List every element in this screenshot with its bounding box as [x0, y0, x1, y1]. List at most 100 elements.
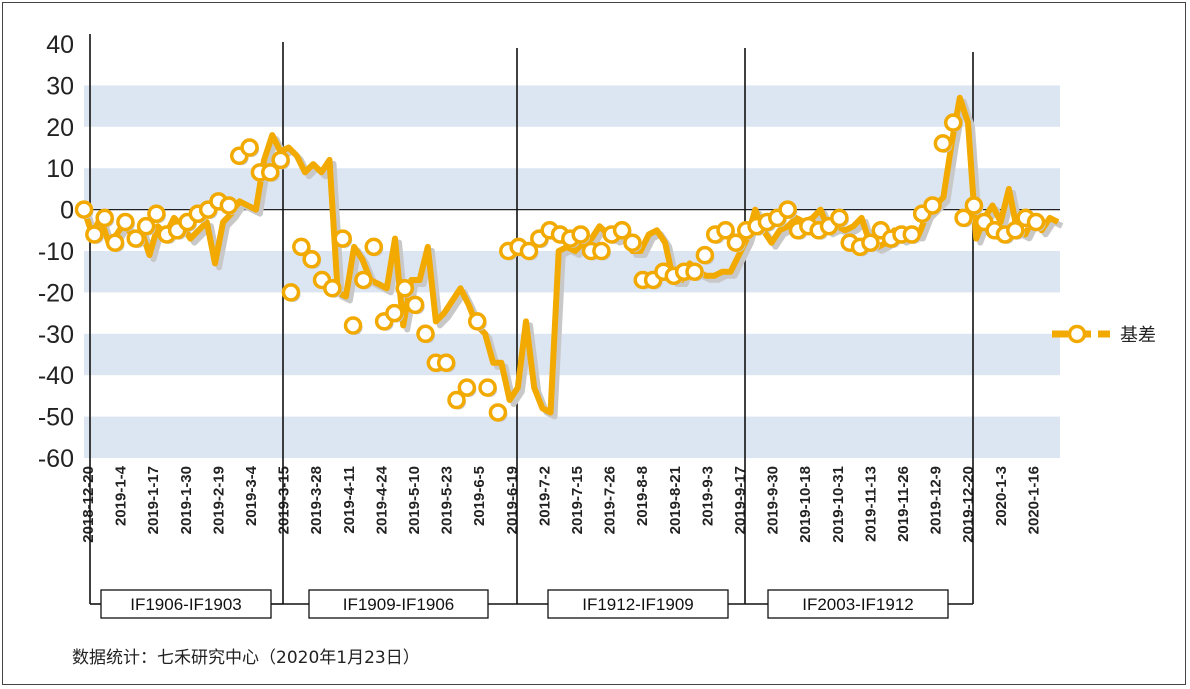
x-tick-label: 2019-12-20: [960, 466, 977, 543]
data-marker: [778, 200, 797, 219]
contract-box: [767, 589, 949, 619]
grid-band: [84, 416, 1060, 458]
y-tick-label: -50: [38, 404, 74, 432]
contract-dividers: [89, 34, 974, 604]
contract-box: [547, 589, 729, 619]
data-marker: [716, 221, 735, 240]
contract-box: [100, 589, 272, 619]
contract-label: IF1912-IF1909: [582, 595, 694, 614]
y-tick-label: -30: [38, 321, 74, 349]
contract-boxes: IF1906-IF1903 IF1909-IF1906 IF1912-IF1909 I…: [90, 589, 973, 619]
data-marker: [612, 221, 632, 240]
x-tick-label: 2019-11-13: [862, 466, 879, 542]
data-marker: [695, 245, 715, 265]
x-tick-label: 2019-1-4: [113, 465, 130, 526]
x-tick-label: 2019-6-5: [471, 466, 488, 526]
grid-band: [84, 85, 1060, 127]
x-tick-label: 2019-5-23: [439, 466, 456, 534]
data-marker: [405, 295, 425, 315]
y-tick-label: -60: [38, 445, 74, 473]
x-tick-label: 2019-3-4: [243, 465, 260, 526]
x-tick-label: 2019-8-21: [667, 466, 684, 534]
data-marker: [571, 225, 590, 244]
legend: 基差: [1052, 324, 1156, 346]
data-marker: [364, 237, 383, 257]
contract-box: [308, 589, 489, 619]
data-marker: [240, 138, 259, 157]
x-tick-label: 2019-5-10: [406, 466, 423, 534]
x-tick-label: 2019-3-15: [276, 466, 293, 534]
data-marker: [623, 233, 642, 252]
x-tick-label: 2020-1-3: [993, 466, 1010, 526]
y-tick-label: -10: [38, 238, 74, 266]
series-basis: [74, 94, 1064, 422]
data-marker: [343, 316, 363, 335]
data-marker: [478, 378, 497, 397]
x-tick-label: 2019-7-15: [569, 466, 586, 534]
data-marker: [271, 150, 290, 170]
x-tick-label: 2019-9-17: [732, 466, 749, 534]
data-marker: [943, 113, 963, 132]
y-tick-label: 40: [46, 31, 74, 59]
data-marker: [261, 163, 280, 182]
data-marker: [830, 208, 849, 228]
data-marker: [354, 270, 373, 290]
data-marker: [954, 208, 973, 228]
data-marker: [126, 229, 145, 248]
grid-band: [84, 251, 1060, 293]
y-tick-label: 0: [60, 197, 74, 225]
data-marker: [488, 403, 508, 422]
y-tick-label: 30: [46, 72, 74, 100]
data-marker: [726, 233, 746, 252]
data-marker: [902, 225, 922, 244]
data-marker: [685, 262, 704, 281]
data-marker: [1026, 212, 1046, 232]
data-marker: [281, 283, 301, 302]
x-tick-label: 2019-10-31: [830, 466, 847, 543]
data-marker: [861, 233, 880, 252]
contract-label: IF2003-IF1912: [802, 595, 914, 614]
source-note: 数据统计：七禾研究中心（2020年1月23日）: [72, 648, 420, 668]
data-marker: [74, 200, 94, 219]
grid-band: [84, 333, 1060, 376]
x-tick-label: 2019-9-3: [699, 466, 716, 526]
x-tick-label: 2019-7-2: [536, 466, 553, 526]
x-tick-label: 2019-11-26: [895, 466, 912, 542]
x-tick-label: 2018-12-20: [80, 466, 97, 543]
data-marker: [302, 250, 321, 269]
grid-bands: [84, 85, 1060, 458]
data-marker: [219, 196, 239, 215]
data-marker: [116, 212, 135, 232]
x-tick-label: 2019-4-24: [373, 465, 390, 534]
x-tick-label: 2019-1-30: [178, 466, 195, 534]
data-marker: [923, 196, 942, 215]
y-axis: 40 30 20 10 0 -10 -20 -30 -40 -50 -60: [38, 31, 1060, 473]
y-tick-label: -20: [38, 279, 74, 307]
x-tick-label: 2019-1-17: [145, 466, 162, 534]
data-marker: [395, 279, 415, 298]
data-marker: [436, 353, 456, 373]
data-marker: [333, 229, 352, 248]
x-tick-label: 2019-12-9: [928, 466, 945, 534]
x-tick-label: 2020-1-16: [1025, 466, 1042, 534]
x-tick-label: 2019-3-28: [308, 466, 325, 534]
data-marker: [95, 208, 114, 228]
data-marker: [467, 312, 487, 331]
data-marker: [447, 390, 466, 410]
data-marker: [519, 241, 539, 261]
data-marker: [416, 324, 435, 344]
data-marker: [147, 204, 166, 223]
x-tick-label: 2019-8-8: [634, 466, 651, 526]
x-tick-label: 2019-6-19: [504, 466, 521, 534]
legend-marker-swatch: [1067, 324, 1087, 344]
y-tick-label: -40: [38, 362, 74, 390]
data-marker: [385, 303, 404, 323]
contract-label: IF1906-IF1903: [130, 595, 242, 614]
x-axis: 2018-12-20 2019-1-4 2019-1-17 2019-1-30 2019…: [80, 465, 1042, 542]
y-tick-label: 20: [46, 114, 74, 142]
x-tick-label: 2019-10-18: [797, 466, 814, 543]
data-marker: [592, 241, 611, 261]
data-marker: [85, 225, 104, 244]
data-marker: [1006, 221, 1025, 240]
